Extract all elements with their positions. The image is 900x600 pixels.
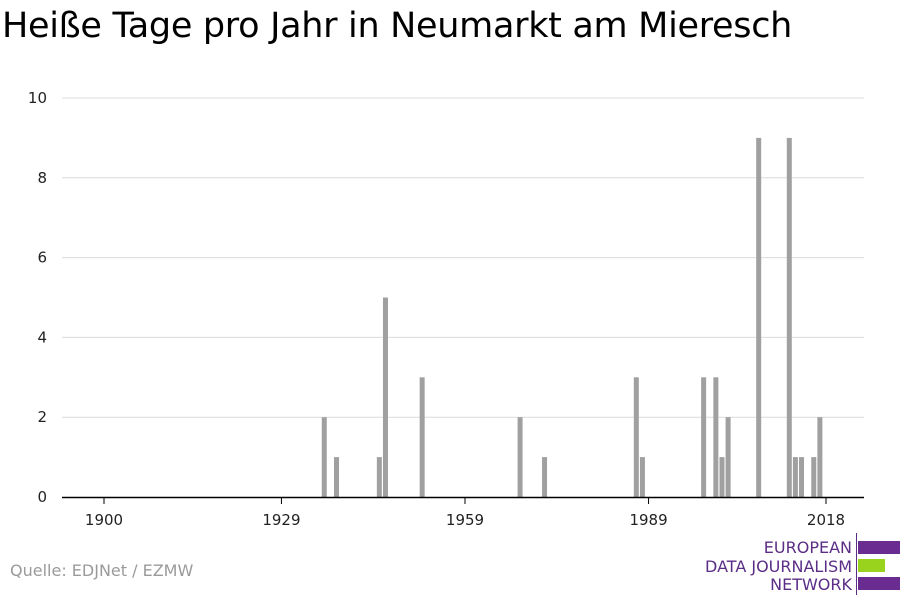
bar-1987	[633, 377, 639, 497]
x-tick-label-1959: 1959	[446, 511, 484, 529]
chart-title: Heiße Tage pro Jahr in Neumarkt am Miere…	[2, 6, 793, 46]
x-tick-label-1989: 1989	[629, 511, 667, 529]
x-tick-label-2018: 2018	[807, 511, 845, 529]
y-tick-label-10: 10	[28, 89, 47, 107]
bar-2007	[756, 137, 762, 497]
bar-1968	[517, 417, 523, 497]
bar-1998	[701, 377, 707, 497]
logo-text-line-3: NETWORK	[770, 575, 852, 594]
bar-2012	[786, 137, 792, 497]
grid-lines	[62, 97, 864, 418]
y-tick-label-0: 0	[37, 488, 47, 506]
bar-1952	[419, 377, 425, 497]
bar-2016	[811, 457, 817, 497]
y-tick-label-2: 2	[37, 408, 47, 426]
bar-2014	[799, 457, 805, 497]
bar-2001	[719, 457, 725, 497]
y-tick-label-6: 6	[37, 249, 47, 267]
x-tick-label-1929: 1929	[262, 511, 300, 529]
edjnet-logo[interactable]: EUROPEAN DATA JOURNALISM NETWORK	[700, 533, 900, 595]
bar-1936	[321, 417, 327, 497]
logo-divider	[856, 533, 857, 595]
y-tick-label-8: 8	[37, 169, 47, 187]
bar-2000	[713, 377, 719, 497]
bar-2013	[792, 457, 798, 497]
bar-1938	[334, 457, 340, 497]
source-note: Quelle: EDJNet / EZMW	[10, 561, 194, 580]
bar-1988	[639, 457, 645, 497]
x-axis: 1900 1929 1959 1989 2018	[62, 496, 864, 529]
bar-1972	[542, 457, 548, 497]
y-tick-label-4: 4	[37, 328, 47, 346]
bar-2017	[817, 417, 823, 497]
logo-text-line-1: EUROPEAN	[763, 538, 852, 557]
y-axis: 0 2 4 6 8 10	[28, 89, 47, 506]
bars	[321, 137, 823, 497]
logo-text-line-2: DATA JOURNALISM	[705, 557, 852, 576]
bar-1945	[376, 457, 382, 497]
logo-bar-middle	[858, 559, 885, 572]
logo-bar-top	[858, 541, 900, 554]
logo-bar-bottom	[858, 577, 900, 590]
bar-2002	[725, 417, 731, 497]
bar-1946	[382, 297, 388, 497]
x-tick-label-1900: 1900	[85, 511, 123, 529]
